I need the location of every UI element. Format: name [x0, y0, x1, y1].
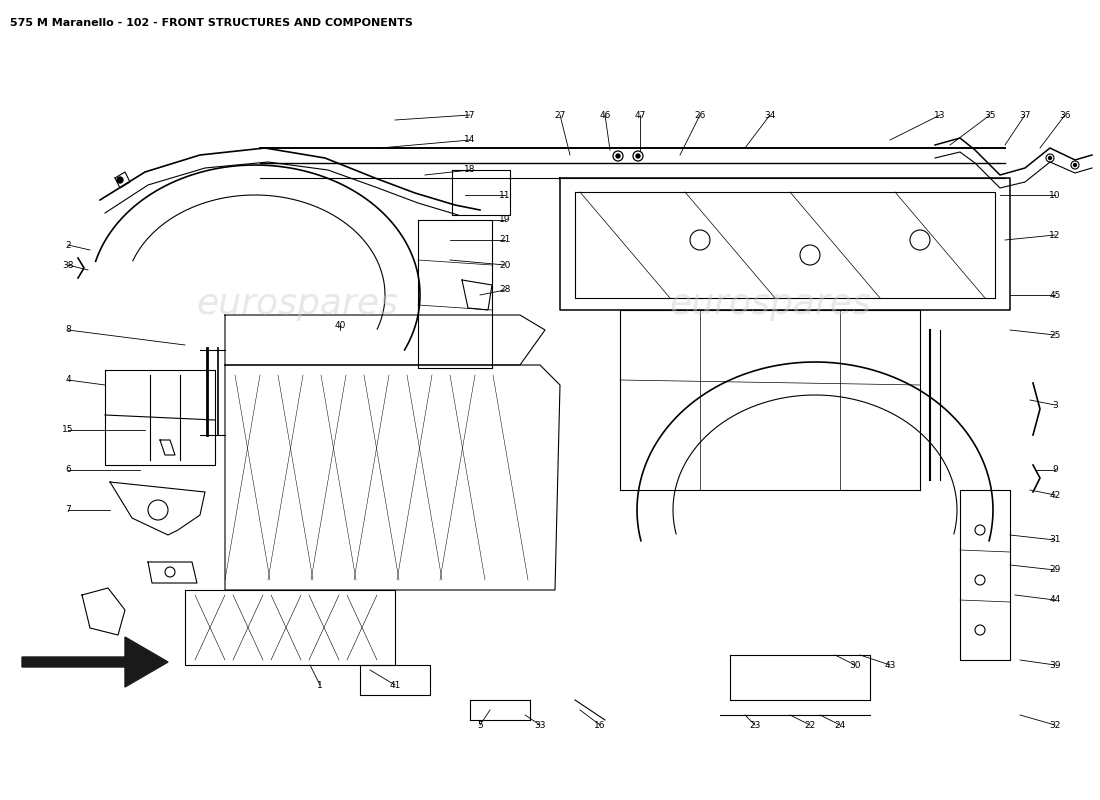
Text: 46: 46 — [600, 110, 610, 119]
Text: 6: 6 — [65, 466, 70, 474]
Text: 11: 11 — [499, 190, 510, 199]
Text: 25: 25 — [1049, 330, 1060, 339]
Text: 32: 32 — [1049, 721, 1060, 730]
Text: 43: 43 — [884, 661, 895, 670]
Text: 23: 23 — [749, 721, 761, 730]
Text: 26: 26 — [694, 110, 706, 119]
Text: 10: 10 — [1049, 190, 1060, 199]
Text: 12: 12 — [1049, 230, 1060, 239]
Text: 1: 1 — [317, 681, 323, 690]
Circle shape — [1048, 157, 1052, 159]
Text: 7: 7 — [65, 506, 70, 514]
Text: 29: 29 — [1049, 566, 1060, 574]
Text: 20: 20 — [499, 261, 510, 270]
Text: 3: 3 — [1052, 401, 1058, 410]
Polygon shape — [22, 637, 168, 687]
Text: 24: 24 — [835, 721, 846, 730]
Text: 45: 45 — [1049, 290, 1060, 299]
Text: 21: 21 — [499, 235, 510, 245]
Text: 40: 40 — [334, 321, 345, 330]
Text: 34: 34 — [764, 110, 776, 119]
Text: 15: 15 — [63, 426, 74, 434]
Circle shape — [636, 154, 640, 158]
Text: 44: 44 — [1049, 595, 1060, 605]
Text: 37: 37 — [1020, 110, 1031, 119]
Text: 17: 17 — [464, 110, 475, 119]
Text: 575 M Maranello - 102 - FRONT STRUCTURES AND COMPONENTS: 575 M Maranello - 102 - FRONT STRUCTURES… — [10, 18, 412, 28]
Text: 33: 33 — [535, 721, 546, 730]
Text: 22: 22 — [804, 721, 815, 730]
Text: 35: 35 — [984, 110, 996, 119]
Text: 30: 30 — [849, 661, 860, 670]
Text: 47: 47 — [635, 110, 646, 119]
Text: 2: 2 — [65, 241, 70, 250]
Text: eurospares: eurospares — [669, 287, 871, 321]
Text: 28: 28 — [499, 286, 510, 294]
Text: eurospares: eurospares — [196, 287, 398, 321]
Text: 14: 14 — [464, 135, 475, 145]
Text: 27: 27 — [554, 110, 565, 119]
Text: 13: 13 — [934, 110, 946, 119]
Text: 8: 8 — [65, 326, 70, 334]
Text: 9: 9 — [1052, 466, 1058, 474]
Text: 18: 18 — [464, 166, 475, 174]
Text: 5: 5 — [477, 721, 483, 730]
Text: 36: 36 — [1059, 110, 1070, 119]
Text: 41: 41 — [389, 681, 400, 690]
Text: 4: 4 — [65, 375, 70, 385]
Text: 42: 42 — [1049, 490, 1060, 499]
Circle shape — [616, 154, 620, 158]
Text: 19: 19 — [499, 215, 510, 225]
Text: 38: 38 — [63, 261, 74, 270]
Circle shape — [117, 177, 123, 183]
Circle shape — [1074, 163, 1077, 166]
Text: 31: 31 — [1049, 535, 1060, 545]
Text: 39: 39 — [1049, 661, 1060, 670]
Text: 16: 16 — [594, 721, 606, 730]
